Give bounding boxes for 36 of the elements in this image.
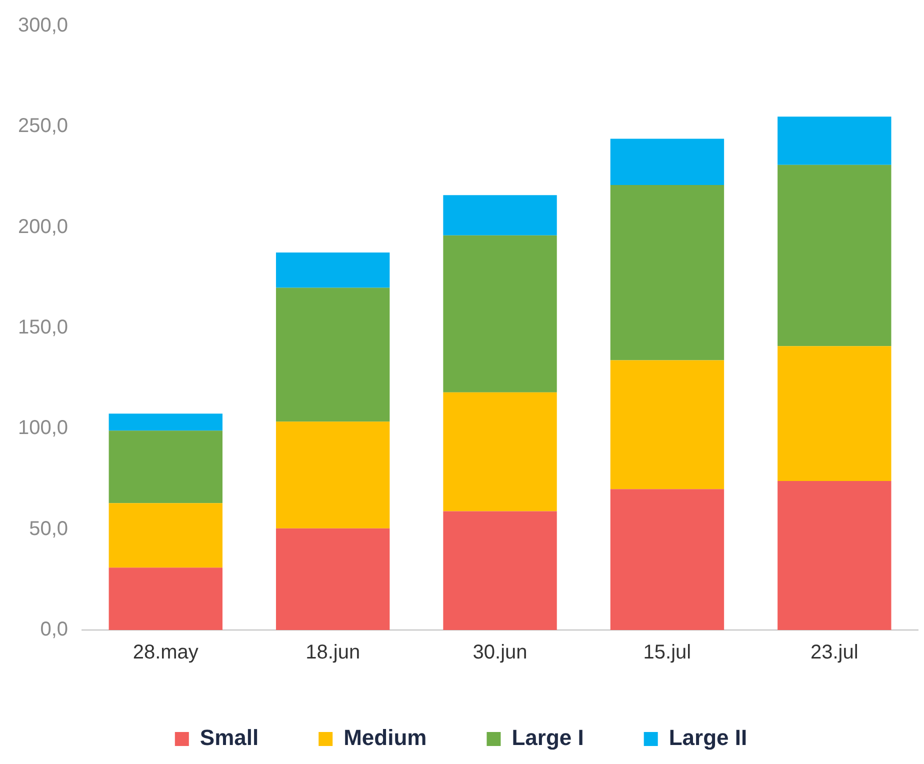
bar bbox=[276, 528, 390, 630]
y-tick-label: 100,0 bbox=[18, 417, 68, 440]
y-tick-label: 300,0 bbox=[18, 14, 68, 37]
y-tick-label: 150,0 bbox=[18, 316, 68, 339]
y-tick-label: 50,0 bbox=[29, 518, 68, 540]
bar bbox=[778, 481, 892, 630]
y-tick-label: 250,0 bbox=[18, 115, 68, 138]
bar bbox=[443, 392, 557, 512]
bar bbox=[610, 489, 724, 630]
bar bbox=[276, 422, 390, 528]
bar bbox=[778, 164, 892, 346]
bar bbox=[108, 568, 222, 630]
x-tick-label: 18.jun bbox=[306, 642, 360, 664]
bar bbox=[276, 288, 390, 422]
bar bbox=[443, 195, 557, 236]
bar bbox=[443, 235, 557, 392]
bar bbox=[108, 430, 222, 504]
bar bbox=[610, 185, 724, 360]
legend-label: Large I bbox=[512, 725, 584, 750]
bar bbox=[778, 116, 892, 165]
bar bbox=[778, 346, 892, 482]
x-tick-label: 23.jul bbox=[810, 642, 858, 664]
bar bbox=[443, 511, 557, 630]
bar bbox=[276, 252, 390, 288]
x-tick-label: 15.jul bbox=[643, 642, 692, 664]
y-tick-label: 200,0 bbox=[18, 216, 68, 238]
x-tick-label: 30.jun bbox=[472, 642, 528, 664]
bar bbox=[108, 503, 222, 568]
bar bbox=[108, 414, 222, 431]
legend-label: Small bbox=[200, 725, 259, 750]
x-tick-label: 28.may bbox=[132, 642, 198, 664]
bar bbox=[610, 138, 724, 186]
legend-label: Medium bbox=[344, 725, 427, 750]
y-tick-label: 0,0 bbox=[40, 618, 68, 641]
legend-label: Large II bbox=[668, 725, 748, 750]
bar bbox=[610, 360, 724, 490]
